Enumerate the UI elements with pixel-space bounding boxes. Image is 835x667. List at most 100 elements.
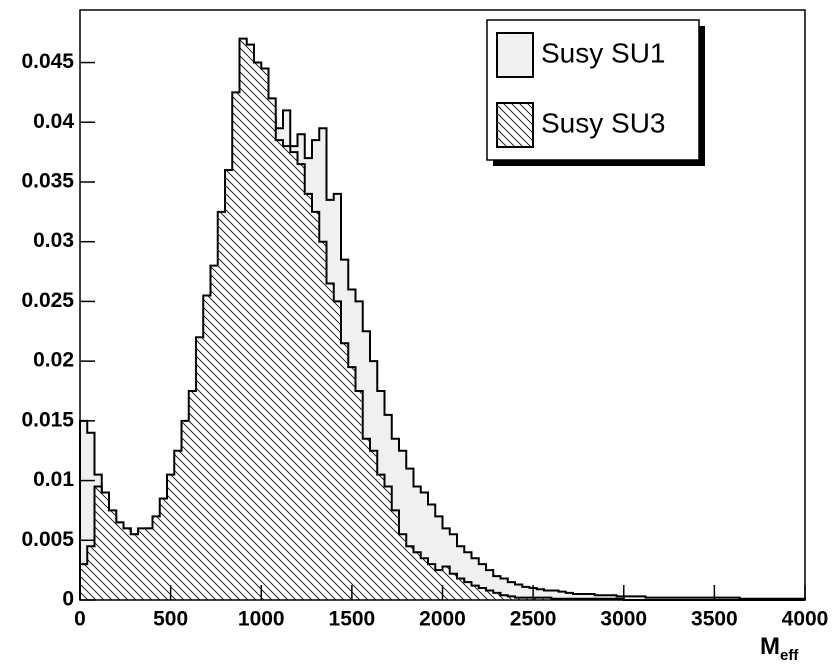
bar <box>181 420 190 600</box>
bar <box>449 573 458 600</box>
bar <box>609 595 617 600</box>
x-tick-label: 2500 <box>510 608 557 631</box>
legend-swatch <box>496 102 534 148</box>
bar <box>196 337 204 600</box>
bar <box>449 534 458 600</box>
bar <box>362 438 371 600</box>
outline <box>79 37 805 601</box>
bar <box>681 597 690 600</box>
bar <box>428 564 436 600</box>
bar <box>326 283 335 600</box>
bar <box>420 492 429 600</box>
x-label: Meff <box>760 633 799 664</box>
bar <box>290 152 298 601</box>
y-tick-label: 0.035 <box>21 170 74 193</box>
bar <box>399 450 407 600</box>
bar <box>602 595 610 600</box>
bar <box>464 552 472 600</box>
bar <box>471 585 480 600</box>
bar <box>355 390 364 600</box>
bar <box>123 528 132 600</box>
bar <box>536 589 545 600</box>
bar <box>478 564 487 600</box>
bar <box>80 420 88 600</box>
bar <box>696 597 704 600</box>
bar <box>174 450 182 600</box>
bar <box>420 558 429 600</box>
bar <box>283 146 291 600</box>
bar <box>159 498 168 600</box>
bar <box>152 516 161 600</box>
bar <box>167 474 175 600</box>
bar <box>623 596 632 600</box>
bar <box>80 564 88 600</box>
bar <box>254 62 262 601</box>
bar <box>268 98 277 601</box>
x-tick-label: 0 <box>74 608 86 631</box>
bar <box>652 597 661 600</box>
bar <box>718 597 726 600</box>
bar <box>515 584 523 600</box>
bar <box>594 595 603 600</box>
bar <box>232 92 240 600</box>
bar <box>551 590 559 600</box>
bar <box>87 432 95 600</box>
bar <box>210 265 219 600</box>
bar <box>239 38 248 601</box>
x-tick-label: 3000 <box>600 608 647 631</box>
bar <box>457 578 465 600</box>
bar <box>500 595 509 600</box>
bar <box>399 534 407 600</box>
bar <box>341 343 349 600</box>
bar <box>275 140 284 600</box>
bar <box>87 546 95 600</box>
bar <box>493 592 501 600</box>
y-tick-label: 0 <box>62 588 74 611</box>
y-tick-label: 0.01 <box>33 468 74 491</box>
y-tick-label: 0.005 <box>21 528 74 551</box>
bar <box>225 170 233 601</box>
bar <box>391 510 400 600</box>
legend-label: Susy SU3 <box>541 107 666 138</box>
bar <box>428 504 436 600</box>
bar <box>674 597 683 600</box>
y-tick-label: 0.015 <box>21 408 74 431</box>
bar <box>312 211 320 600</box>
bar <box>304 193 313 600</box>
bar <box>631 596 639 600</box>
bar <box>413 552 422 600</box>
bar <box>544 597 552 600</box>
bar <box>348 367 356 600</box>
bar <box>558 591 567 600</box>
bar <box>565 592 574 600</box>
bar <box>500 578 509 600</box>
bar <box>486 570 494 600</box>
bar <box>261 68 269 600</box>
bar <box>435 516 443 600</box>
bar <box>573 594 581 600</box>
x-tick-label: 500 <box>153 608 188 631</box>
bar <box>413 486 422 600</box>
bar <box>94 486 103 600</box>
bar <box>217 211 226 600</box>
y-tick-label: 0.025 <box>21 289 74 312</box>
y-tick-label: 0.045 <box>21 50 74 73</box>
legend-label: Susy SU1 <box>541 37 666 68</box>
bar <box>116 522 124 600</box>
bar <box>297 164 306 600</box>
bar <box>442 528 451 600</box>
bar <box>384 486 393 600</box>
bar <box>370 450 378 600</box>
bar <box>515 597 523 600</box>
x-tick-label: 1500 <box>329 608 376 631</box>
legend-swatch <box>496 32 534 78</box>
x-tick-label: 4000 <box>782 608 829 631</box>
bar <box>101 492 110 600</box>
y-tick-label: 0.03 <box>33 229 74 252</box>
bar <box>464 582 472 600</box>
bar <box>130 534 139 600</box>
bar <box>703 597 712 600</box>
bar <box>435 570 443 600</box>
bar <box>406 468 414 600</box>
